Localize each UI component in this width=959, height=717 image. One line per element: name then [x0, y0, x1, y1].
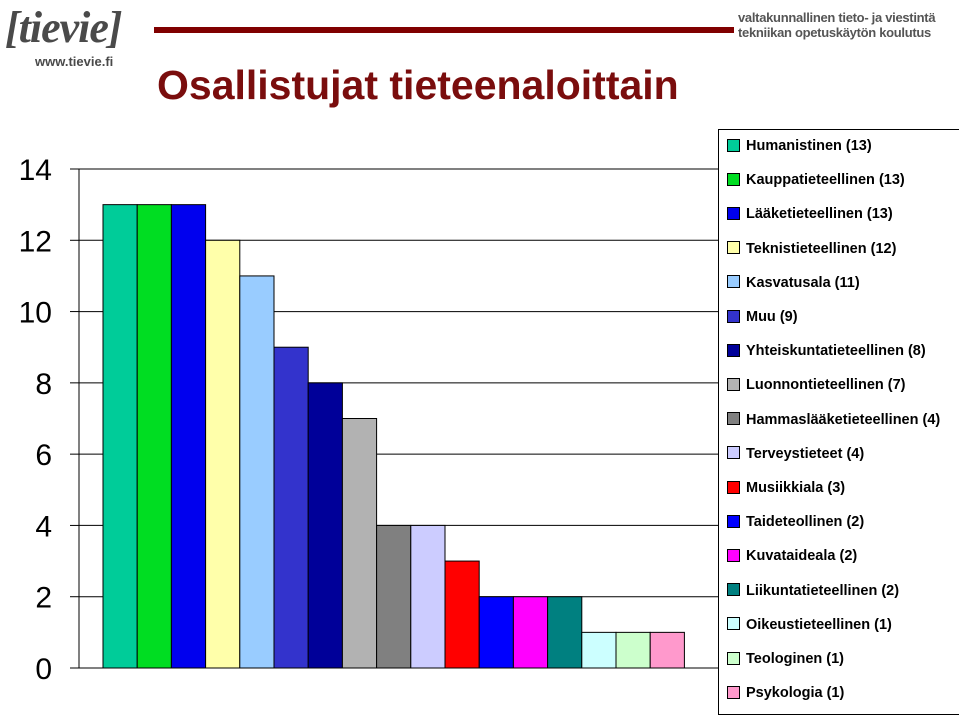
legend-label: Yhteiskuntatieteellinen (8)	[746, 343, 926, 360]
bar-17	[649, 631, 685, 669]
tievie-logo-text: [tievie]	[5, 3, 123, 52]
y-tick-label: 8	[35, 368, 52, 401]
legend-label: Hammaslääketieteellinen (4)	[746, 411, 941, 428]
y-tick-label: 4	[35, 510, 52, 543]
bar-5	[239, 275, 275, 669]
bar-6	[273, 346, 309, 669]
legend-swatch	[727, 549, 740, 563]
legend-item: Kasvatusala (11)	[727, 273, 860, 293]
legend-swatch	[727, 172, 740, 186]
y-tick-label: 12	[19, 225, 52, 258]
y-tick-labels: 0 2 4 6 8 10 12 14	[19, 154, 52, 686]
legend-swatch	[727, 207, 740, 221]
tievie-logo-url: www.tievie.fi	[35, 54, 114, 69]
legend-swatch	[727, 480, 740, 494]
legend-swatch	[727, 309, 740, 323]
bars	[102, 204, 685, 669]
legend-label: Muu (9)	[746, 309, 798, 325]
legend-label: Teknistieteellinen (12)	[746, 240, 897, 257]
legend-item: Psykologia (1)	[727, 683, 844, 703]
y-tick-label: 10	[19, 297, 52, 330]
legend-item: Hammaslääketieteellinen (4)	[727, 410, 940, 430]
bar-1	[102, 204, 138, 669]
legend-swatch	[727, 412, 740, 426]
viestinta-logo: valtakunnallinen tieto- ja viestintä tek…	[738, 10, 959, 50]
legend-swatch	[727, 446, 740, 460]
legend-label: Psykologia (1)	[746, 685, 845, 702]
legend-item: Kauppatieteellinen (13)	[727, 170, 905, 190]
bar-16	[615, 631, 651, 669]
legend-item: Humanistinen (13)	[727, 136, 872, 156]
y-tick-label: 0	[35, 653, 52, 686]
legend-item: Oikeustieteellinen (1)	[727, 615, 892, 635]
legend-swatch	[727, 343, 740, 357]
legend-label: Humanistinen (13)	[746, 138, 872, 154]
legend-item: Yhteiskuntatieteellinen (8)	[727, 341, 926, 361]
legend-item: Lääketieteellinen (13)	[727, 204, 893, 224]
legend-label: Oikeustieteellinen (1)	[746, 616, 892, 633]
legend-label: Musiikkiala (3)	[746, 480, 846, 496]
legend-swatch	[727, 378, 740, 392]
legend-swatch	[727, 138, 740, 152]
bar-12	[478, 596, 514, 669]
chart-legend: Humanistinen (13) Kauppatieteellinen (13)…	[718, 129, 959, 715]
legend-label: Luonnontieteellinen (7)	[746, 377, 906, 394]
viestinta-logo-line1: valtakunnallinen tieto- ja viestintä	[738, 10, 936, 25]
legend-label: Terveystieteet (4)	[746, 445, 865, 462]
bar-10	[410, 524, 446, 669]
bar-14	[547, 596, 583, 669]
legend-item: Muu (9)	[727, 307, 798, 327]
bar-13	[512, 596, 549, 669]
legend-swatch	[727, 617, 740, 631]
y-tick-label: 2	[35, 582, 52, 615]
tievie-logo: [tievie] www.tievie.fi	[5, 2, 153, 72]
y-tick-label: 14	[19, 154, 52, 187]
legend-label: Kauppatieteellinen (13)	[746, 172, 905, 189]
bar-3	[170, 204, 207, 669]
page-title: Osallistujat tieteenaloittain	[157, 62, 679, 108]
legend-swatch	[727, 241, 740, 255]
header-rule	[154, 27, 734, 33]
legend-label: Kuvataideala (2)	[746, 548, 858, 565]
legend-item: Liikuntatieteellinen (2)	[727, 581, 899, 601]
legend-swatch	[727, 651, 740, 665]
legend-item: Kuvataideala (2)	[727, 546, 857, 566]
legend-item: Musiikkiala (3)	[727, 478, 845, 498]
legend-swatch	[727, 685, 740, 699]
legend-item: Terveystieteet (4)	[727, 444, 864, 464]
legend-swatch	[727, 583, 740, 597]
legend-item: Teologinen (1)	[727, 649, 844, 669]
legend-label: Lääketieteellinen (13)	[746, 206, 893, 223]
legend-label: Kasvatusala (11)	[746, 274, 860, 291]
y-tick-label: 6	[35, 439, 52, 472]
bar-7	[307, 382, 343, 669]
bar-8	[341, 418, 378, 669]
bar-11	[444, 560, 480, 669]
bar-9	[376, 524, 412, 669]
legend-item: Teknistieteellinen (12)	[727, 239, 896, 259]
legend-label: Liikuntatieteellinen (2)	[746, 582, 900, 599]
viestinta-logo-line2: tekniikan opetuskäytön koulutus	[738, 25, 931, 40]
legend-label: Taideteollinen (2)	[746, 514, 865, 531]
legend-item: Luonnontieteellinen (7)	[727, 375, 906, 395]
bar-15	[581, 631, 617, 669]
legend-swatch	[727, 275, 740, 289]
legend-swatch	[727, 514, 740, 528]
legend-label: Teologinen (1)	[746, 651, 845, 667]
legend-item: Taideteollinen (2)	[727, 512, 864, 532]
bar-2	[136, 204, 172, 669]
bar-4	[205, 239, 241, 669]
